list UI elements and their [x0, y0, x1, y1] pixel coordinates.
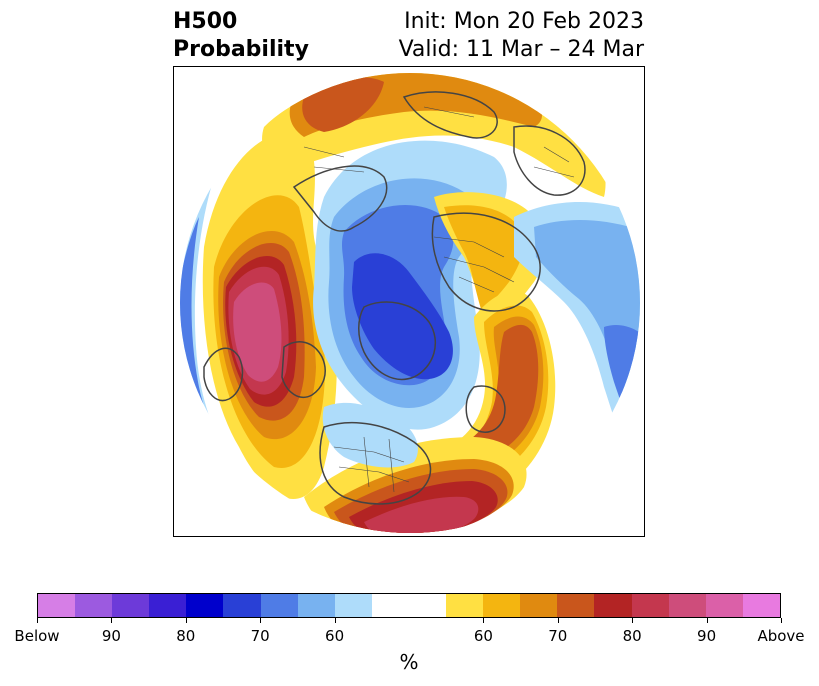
- colorbar-tick: [781, 618, 782, 623]
- colorbar-tick-label: 90: [697, 627, 717, 645]
- colorbar-segment: [446, 594, 484, 617]
- colorbar-tick: [483, 618, 485, 623]
- colorbar-tick: [632, 618, 634, 623]
- colorbar-tick-label: 80: [622, 627, 642, 645]
- probability-field: [180, 73, 640, 533]
- colorbar-tick-label: Above: [757, 627, 805, 645]
- canada-below-60: [322, 402, 418, 468]
- colorbar-segment: [112, 594, 150, 617]
- na-above-85: [364, 496, 479, 533]
- colorbar-segment: [483, 594, 521, 617]
- colorbar-segment: [223, 594, 261, 617]
- colorbar-segment: [742, 594, 780, 617]
- asia-below-65: [534, 220, 640, 437]
- colorbar-tick-label: Below: [14, 627, 60, 645]
- colorbar-segment: [705, 594, 743, 617]
- colorbar-segment: [75, 594, 113, 617]
- arctic-above-75: [302, 77, 384, 132]
- colorbar-tick-label: 90: [101, 627, 121, 645]
- title-line-h500: H500: [173, 9, 238, 34]
- colorbar-segment: [371, 594, 409, 617]
- colorbar-tick-label: 60: [473, 627, 493, 645]
- colorbar-segment: [668, 594, 706, 617]
- colorbar-tick: [111, 618, 113, 623]
- colorbar-tick: [260, 618, 262, 623]
- colorbar-tick-label: 80: [176, 627, 196, 645]
- colorbar-tick: [706, 618, 708, 623]
- colorbar-tick-label: 70: [548, 627, 568, 645]
- colorbar-tick-label: 60: [325, 627, 345, 645]
- colorbar-segment: [557, 594, 595, 617]
- colorbar-segment: [260, 594, 298, 617]
- colorbar-segment: [408, 594, 447, 617]
- colorbar-segment: [594, 594, 632, 617]
- colorbar-segment: [149, 594, 187, 617]
- colorbar-tick-label: 70: [250, 627, 270, 645]
- colorbar-unit: %: [399, 650, 419, 674]
- valid-range: Valid: 11 Mar – 24 Mar: [398, 37, 644, 62]
- colorbar-tick: [557, 618, 559, 623]
- run-info: Init: Mon 20 Feb 2023 Valid: 11 Mar – 24…: [399, 8, 644, 64]
- title-line-probability: Probability: [173, 37, 309, 62]
- colorbar-segment: [186, 594, 224, 617]
- colorbar-segment: [38, 594, 76, 617]
- map-title: H500 Probability: [173, 8, 309, 64]
- colorbar-segment: [297, 594, 335, 617]
- colorbar-tick: [334, 618, 336, 623]
- colorbar-tick: [37, 618, 38, 623]
- polar-map: [173, 66, 645, 537]
- center-below-80: [352, 253, 453, 380]
- init-date: Init: Mon 20 Feb 2023: [404, 9, 644, 34]
- colorbar-segment: [334, 594, 372, 617]
- pacific-above-90: [233, 282, 282, 382]
- colorbar-segment: [520, 594, 558, 617]
- colorbar-segment: [631, 594, 669, 617]
- colorbar-tick: [185, 618, 187, 623]
- siberia-above-65: [444, 205, 524, 312]
- colorbar: [37, 593, 781, 618]
